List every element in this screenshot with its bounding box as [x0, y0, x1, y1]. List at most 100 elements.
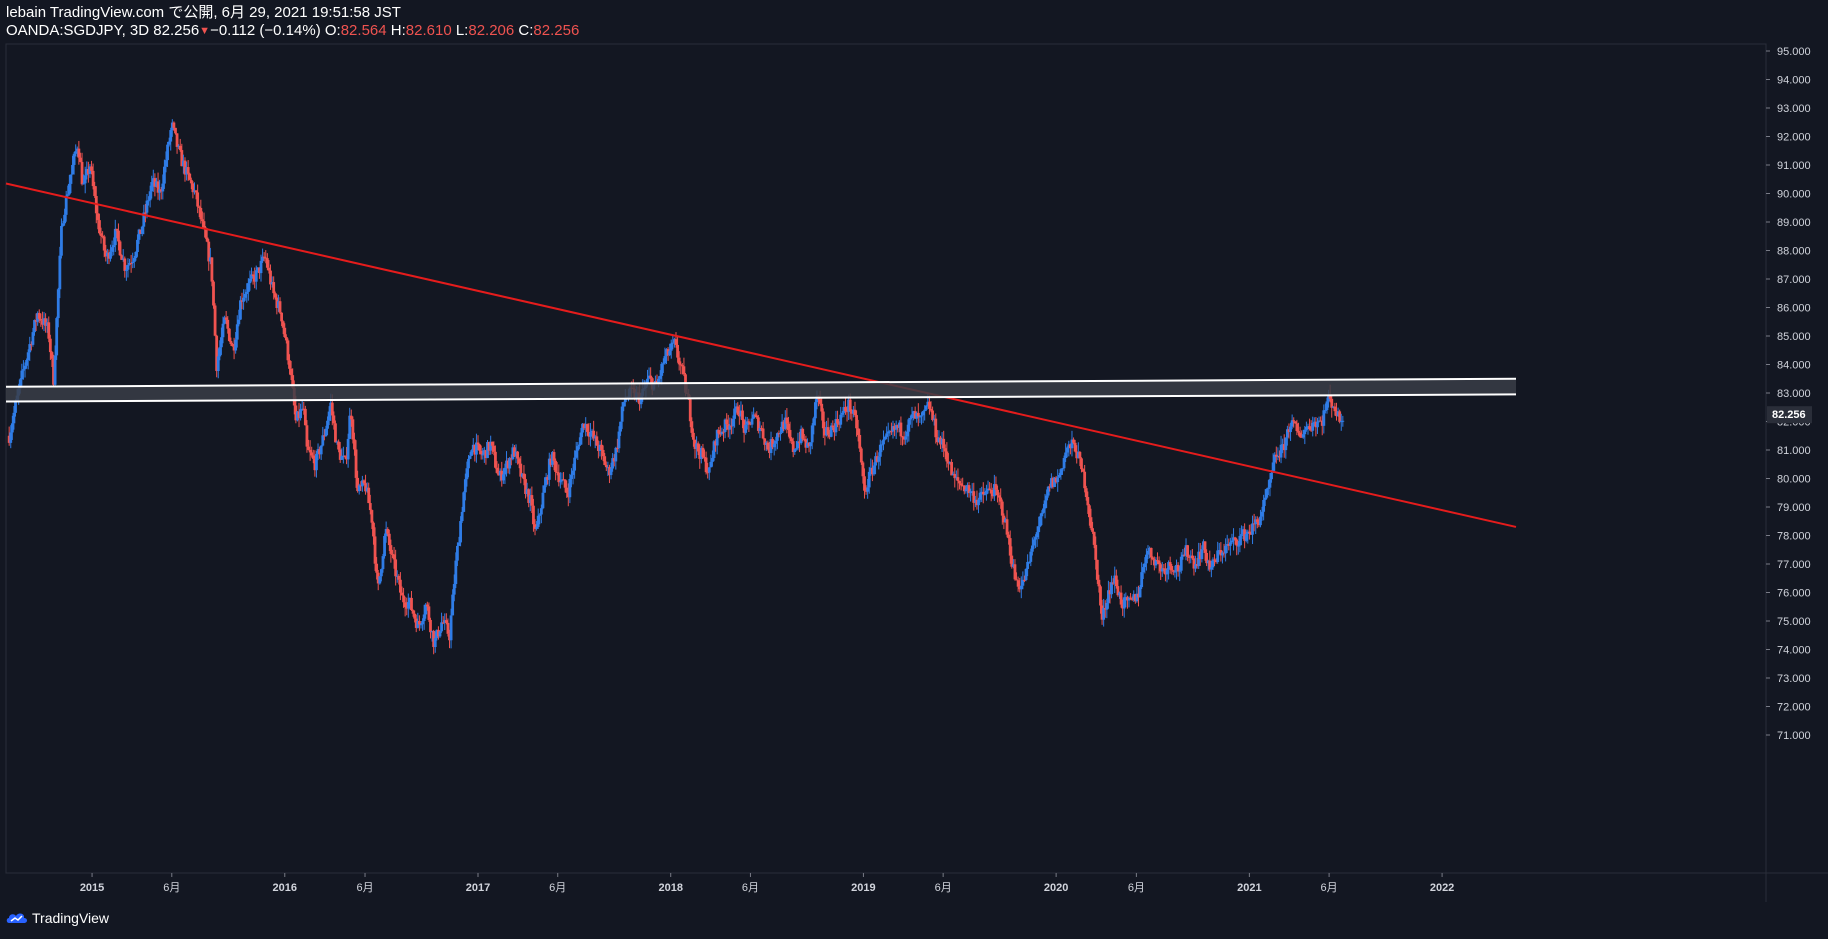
candle-body [468, 455, 472, 459]
candle-body [779, 432, 782, 435]
candle-body [1317, 420, 1321, 422]
candle-body [863, 476, 866, 491]
candle-body [45, 322, 49, 326]
price-tick-label: 71.000 [1777, 730, 1811, 742]
candle-body [1319, 420, 1323, 422]
candle-body [774, 440, 778, 444]
candle-body [454, 560, 458, 585]
candle-body [1254, 519, 1258, 525]
candle-body [1192, 558, 1196, 569]
candle-body [155, 181, 158, 187]
candle-body [682, 366, 686, 375]
candle-body [1108, 590, 1112, 595]
candle-body [296, 411, 299, 421]
candle-body [1216, 550, 1220, 563]
candle-body [281, 321, 285, 328]
candle-body [853, 409, 857, 416]
candle-body [608, 467, 611, 476]
candle-body [235, 324, 239, 340]
candle-body [1252, 523, 1256, 525]
candle-body [159, 189, 163, 192]
candle-body [595, 436, 599, 446]
candle-body [1208, 560, 1212, 570]
candle-body [218, 347, 222, 357]
candle-body [345, 456, 348, 460]
candle-body [1068, 444, 1072, 449]
candle-body [478, 444, 481, 451]
candle-body [622, 402, 626, 407]
down-arrow-icon: ▼ [199, 25, 211, 37]
candle-body [239, 300, 242, 320]
price-axis[interactable]: 95.000 94.000 93.000 92.000 91.000 90.000 89.0… [1766, 46, 1811, 742]
candle-body [1263, 497, 1267, 500]
candle-body [950, 462, 953, 476]
candle-body [302, 408, 306, 410]
candle-body [1181, 554, 1185, 557]
candle-body [692, 432, 695, 440]
candle-body [916, 412, 920, 417]
candle-body [1200, 549, 1204, 560]
candle-body [446, 622, 450, 634]
candle-body [647, 375, 651, 379]
candle-body [193, 190, 196, 193]
candle-body [384, 529, 388, 536]
candle-body [552, 452, 556, 461]
candle-body [1154, 560, 1158, 566]
candle-body [623, 398, 627, 403]
candle-body [357, 485, 361, 492]
candle-body [1243, 529, 1247, 541]
candle-body [654, 380, 657, 384]
candle-body [1075, 451, 1079, 459]
candle-body [1094, 544, 1098, 560]
candle-body [1129, 597, 1132, 599]
candle-body [178, 145, 182, 151]
candle-body [986, 488, 990, 491]
candle-body [416, 620, 420, 628]
candle-body [411, 610, 415, 614]
candle-body [921, 411, 925, 416]
candle-body [858, 435, 862, 449]
candle-body [270, 282, 274, 285]
candle-body [495, 467, 499, 473]
candle-body [1045, 495, 1049, 501]
candle-body [132, 258, 136, 262]
price-tick-label: 93.000 [1777, 103, 1811, 115]
candle-body [405, 607, 409, 609]
candle-body [410, 597, 413, 611]
time-axis[interactable]: 2015 6月 2016 6月 2017 6月 2018 6月 2019 6月 2020 6月 2021… [80, 873, 1455, 894]
candle-body [734, 406, 738, 409]
price-tick-label: 95.000 [1777, 46, 1811, 58]
candle-body [174, 127, 177, 134]
symbol-name[interactable]: OANDA:SGDJPY, 3D [6, 22, 150, 39]
candle-body [359, 485, 363, 487]
candle-body [161, 183, 165, 192]
candle-body [139, 229, 143, 234]
candle-body [959, 483, 963, 486]
candle-body [64, 195, 68, 215]
candle-body [131, 261, 135, 264]
candle-body [733, 408, 737, 419]
candle-body [126, 264, 130, 270]
candle-body [153, 178, 157, 187]
candle-body [539, 508, 543, 515]
candle-body [896, 425, 900, 428]
candle-body [1324, 410, 1327, 412]
candle-body [1004, 519, 1007, 523]
candle-body [980, 491, 984, 493]
candle-body [516, 451, 520, 459]
candle-body [755, 415, 759, 418]
drawings-layer[interactable] [5, 182, 1517, 528]
candle-body [1176, 564, 1180, 572]
resistance-zone-top-line [5, 377, 1517, 388]
candle-body [639, 395, 643, 405]
candle-body [905, 431, 909, 437]
candle-body [500, 470, 504, 481]
candle-body [104, 250, 108, 257]
candle-body [945, 451, 949, 462]
candle-body [438, 631, 442, 637]
candle-body [432, 630, 436, 648]
candle-body [1281, 444, 1285, 446]
candle-body [1170, 565, 1174, 571]
candle-body [338, 449, 342, 460]
